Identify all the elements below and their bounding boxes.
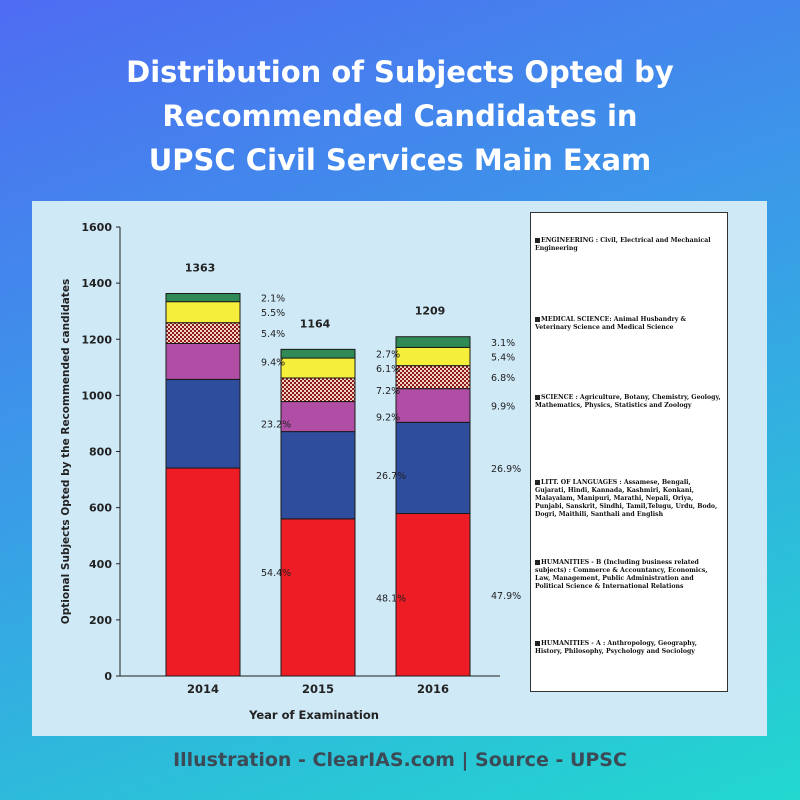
bar-segment: [280, 357, 356, 379]
y-tick-label: 0: [104, 670, 112, 683]
y-axis-label: Optional Subjects Opted by the Recommend…: [60, 279, 72, 624]
bar-total-label: 1164: [300, 317, 331, 330]
legend-label: HUMANITIES - A : Anthropology, Geography…: [535, 640, 697, 655]
bar-total-label: 1209: [415, 305, 446, 318]
data-label-percent: 5.4%: [261, 329, 285, 340]
legend-swatch: [535, 395, 540, 400]
data-label-percent: 9.2%: [376, 413, 400, 424]
x-tick-label: 2015: [302, 682, 334, 696]
data-label-percent: 23.2%: [261, 420, 291, 431]
x-tick-label: 2014: [187, 682, 219, 696]
x-axis-label: Year of Examination: [248, 708, 379, 722]
legend-swatch: [535, 238, 540, 243]
data-label-percent: 47.9%: [491, 591, 521, 602]
legend-swatch: [535, 317, 540, 322]
bar-segment: [280, 377, 356, 403]
data-label-percent: 54.4%: [261, 568, 291, 579]
y-tick-label: 1000: [81, 389, 112, 402]
bar-segment: [280, 431, 356, 520]
legend-label: LITT. OF LANGUAGES : Assamese, Bengali, …: [535, 479, 718, 518]
data-label-percent: 3.1%: [491, 338, 515, 349]
data-label-percent: 9.9%: [491, 401, 515, 412]
legend-swatch: [535, 560, 540, 565]
title-line-3: UPSC Civil Services Main Exam: [148, 143, 652, 177]
bar-segment: [395, 513, 471, 677]
data-label-percent: 6.1%: [376, 364, 400, 375]
data-label-percent: 26.7%: [376, 471, 406, 482]
legend-label: MEDICAL SCIENCE: Animal Husbandry & Vete…: [535, 316, 687, 331]
legend-label: HUMANITIES - B (Including business relat…: [535, 559, 708, 590]
bar-segment: [280, 401, 356, 433]
y-tick-label: 600: [89, 502, 112, 515]
legend-label: ENGINEERING : Civil, Electrical and Mech…: [535, 237, 711, 252]
bar-segment: [280, 348, 356, 359]
legend-label: SCIENCE : Agriculture, Botany, Chemistry…: [535, 394, 721, 409]
bar-segment: [395, 365, 471, 390]
bar-segment: [165, 342, 241, 380]
data-label-percent: 5.5%: [261, 308, 285, 319]
y-tick-label: 400: [89, 558, 112, 571]
legend-item: MEDICAL SCIENCE: Animal Husbandry & Vete…: [535, 316, 723, 332]
bar-segment: [165, 301, 241, 324]
bar-segment: [395, 336, 471, 348]
x-tick-label: 2016: [417, 682, 449, 696]
bar-segment: [280, 518, 356, 677]
data-label-percent: 26.9%: [491, 464, 521, 475]
bar-segment: [395, 346, 471, 367]
legend-item: HUMANITIES - B (Including business relat…: [535, 559, 723, 591]
legend-swatch: [535, 641, 540, 646]
legend-item: HUMANITIES - A : Anthropology, Geography…: [535, 640, 723, 656]
data-label-percent: 7.2%: [376, 386, 400, 397]
bar-segment: [165, 467, 241, 677]
data-label-percent: 9.4%: [261, 357, 285, 368]
y-tick-label: 200: [89, 614, 112, 627]
bar-segment: [165, 378, 241, 469]
title-line-1: Distribution of Subjects Opted by: [126, 55, 674, 89]
legend-item: ENGINEERING : Civil, Electrical and Mech…: [535, 237, 723, 253]
page-title: Distribution of Subjects Opted by Recomm…: [0, 50, 800, 182]
y-tick-label: 1400: [81, 277, 112, 290]
legend-item: LITT. OF LANGUAGES : Assamese, Bengali, …: [535, 479, 723, 519]
legend-swatch: [535, 480, 540, 485]
y-tick-label: 800: [89, 446, 112, 459]
data-label-percent: 5.4%: [491, 353, 515, 364]
y-tick-label: 1600: [81, 221, 112, 234]
data-label-percent: 6.8%: [491, 373, 515, 384]
data-label-percent: 48.1%: [376, 593, 406, 604]
legend-item: SCIENCE : Agriculture, Botany, Chemistry…: [535, 394, 723, 410]
chart-legend: ENGINEERING : Civil, Electrical and Mech…: [530, 212, 728, 692]
bar-segment: [395, 388, 471, 423]
data-label-percent: 2.7%: [376, 350, 400, 361]
bar-segment: [165, 322, 241, 344]
bar-total-label: 1363: [185, 262, 216, 275]
bar-segment: [165, 293, 241, 303]
title-line-2: Recommended Candidates in: [162, 99, 638, 133]
y-tick-label: 1200: [81, 333, 112, 346]
footer-credit: Illustration - ClearIAS.com | Source - U…: [173, 749, 627, 771]
bar-segment: [395, 421, 471, 515]
data-label-percent: 2.1%: [261, 294, 285, 305]
